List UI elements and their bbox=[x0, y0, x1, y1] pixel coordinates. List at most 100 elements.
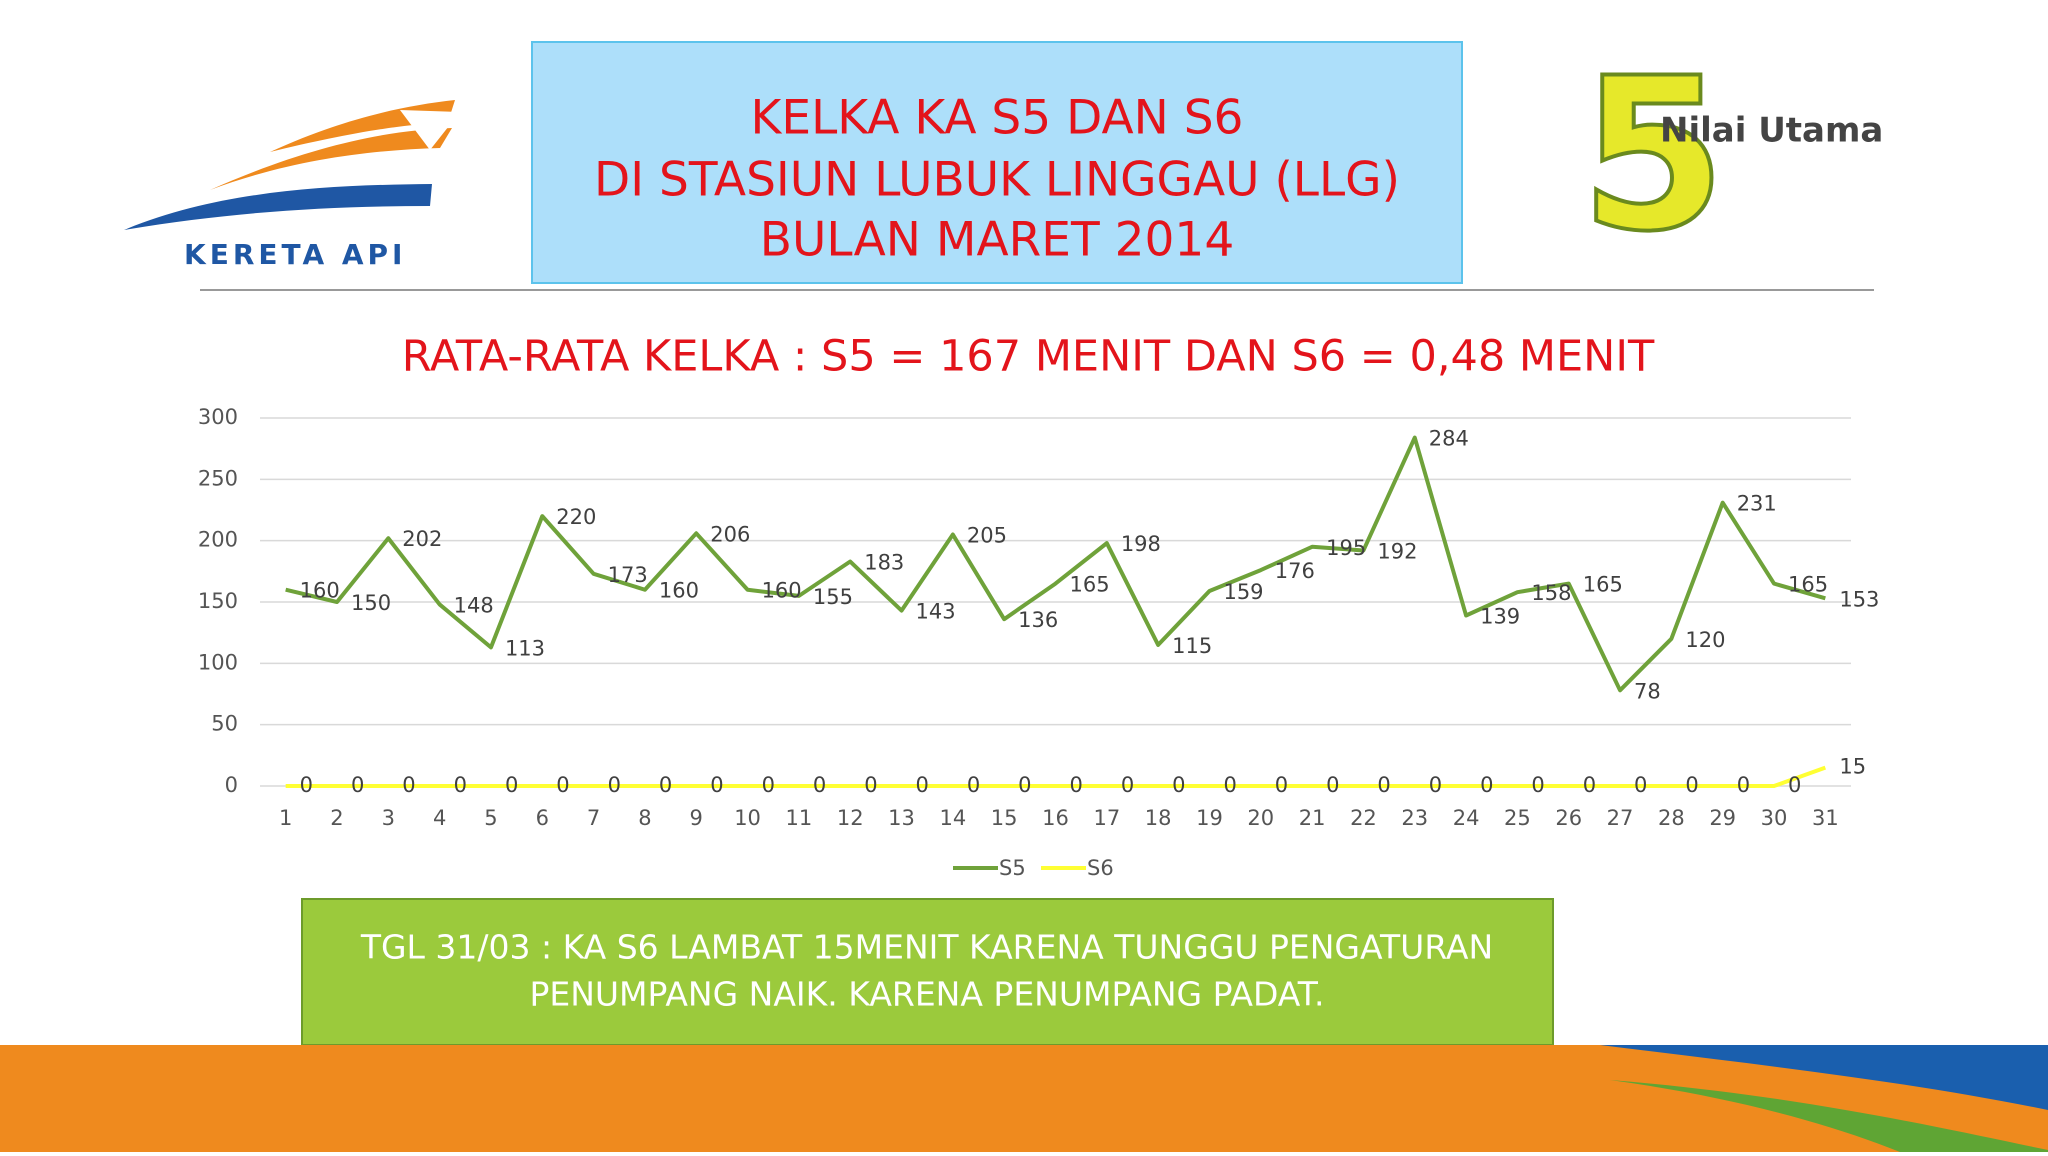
x-tick-label: 13 bbox=[888, 806, 915, 830]
x-tick-label: 20 bbox=[1247, 806, 1274, 830]
data-label: 0 bbox=[710, 773, 723, 797]
y-tick-label: 50 bbox=[211, 712, 238, 736]
title-box bbox=[531, 41, 1463, 284]
data-label: 0 bbox=[351, 773, 364, 797]
x-tick-label: 29 bbox=[1709, 806, 1736, 830]
kereta-logo: KERETA API bbox=[124, 100, 460, 271]
x-tick-label: 27 bbox=[1607, 806, 1634, 830]
x-tick-label: 14 bbox=[939, 806, 966, 830]
x-tick-label: 26 bbox=[1555, 806, 1582, 830]
x-tick-label: 7 bbox=[587, 806, 600, 830]
data-label: 113 bbox=[505, 636, 545, 660]
data-label: 0 bbox=[1223, 773, 1236, 797]
data-label: 0 bbox=[1429, 773, 1442, 797]
data-label: 284 bbox=[1429, 427, 1469, 451]
data-label: 160 bbox=[300, 579, 340, 603]
y-tick-label: 150 bbox=[198, 589, 238, 613]
data-label: 120 bbox=[1685, 628, 1725, 652]
data-label: 0 bbox=[454, 773, 467, 797]
data-label: 165 bbox=[1070, 573, 1110, 597]
badge: 5 Nilai Utama bbox=[1578, 31, 1883, 280]
data-label: 165 bbox=[1583, 573, 1623, 597]
data-label: 0 bbox=[864, 773, 877, 797]
series-line bbox=[285, 765, 1827, 788]
data-label: 160 bbox=[659, 579, 699, 603]
badge-number: 5 bbox=[1580, 33, 1726, 278]
data-label: 165 bbox=[1788, 573, 1828, 597]
data-label: 173 bbox=[608, 563, 648, 587]
y-tick-label: 250 bbox=[198, 466, 238, 490]
data-label: 150 bbox=[351, 591, 391, 615]
x-tick-label: 12 bbox=[837, 806, 864, 830]
x-tick-label: 19 bbox=[1196, 806, 1223, 830]
x-tick-label: 25 bbox=[1504, 806, 1531, 830]
data-label: 136 bbox=[1018, 608, 1058, 632]
data-label: 0 bbox=[1018, 773, 1031, 797]
data-label: 0 bbox=[1531, 773, 1544, 797]
data-label: 143 bbox=[916, 600, 956, 624]
legend-label: S5 bbox=[999, 856, 1026, 880]
data-label: 0 bbox=[402, 773, 415, 797]
note-line: TGL 31/03 : KA S6 LAMBAT 15MENIT KARENA … bbox=[360, 928, 1493, 967]
data-label: 0 bbox=[1070, 773, 1083, 797]
data-label: 159 bbox=[1223, 580, 1263, 604]
data-label: 0 bbox=[916, 773, 929, 797]
x-tick-label: 17 bbox=[1093, 806, 1120, 830]
data-label: 0 bbox=[1326, 773, 1339, 797]
x-tick-label: 8 bbox=[638, 806, 651, 830]
title-line: BULAN MARET 2014 bbox=[760, 213, 1234, 268]
x-tick-label: 21 bbox=[1299, 806, 1326, 830]
data-label: 115 bbox=[1172, 634, 1212, 658]
data-label: 0 bbox=[300, 773, 313, 797]
data-label: 206 bbox=[710, 522, 750, 546]
x-tick-label: 15 bbox=[991, 806, 1018, 830]
data-label: 0 bbox=[1685, 773, 1698, 797]
y-tick-label: 100 bbox=[198, 650, 238, 674]
data-label: 0 bbox=[1121, 773, 1134, 797]
data-label: 155 bbox=[813, 585, 853, 609]
data-label: 0 bbox=[659, 773, 672, 797]
logo-text: KERETA API bbox=[184, 238, 406, 271]
data-label: 183 bbox=[864, 551, 904, 575]
data-label: 0 bbox=[813, 773, 826, 797]
y-tick-label: 0 bbox=[225, 773, 238, 797]
data-label: 0 bbox=[608, 773, 621, 797]
x-tick-label: 6 bbox=[536, 806, 549, 830]
x-tick-label: 10 bbox=[734, 806, 761, 830]
x-tick-label: 4 bbox=[433, 806, 446, 830]
data-label: 0 bbox=[505, 773, 518, 797]
data-label: 0 bbox=[967, 773, 980, 797]
data-label: 231 bbox=[1737, 492, 1777, 516]
data-label: 0 bbox=[1377, 773, 1390, 797]
x-tick-label: 31 bbox=[1812, 806, 1839, 830]
data-label: 176 bbox=[1275, 559, 1315, 583]
data-label: 78 bbox=[1634, 679, 1661, 703]
chart-title: RATA-RATA KELKA : S5 = 167 MENIT DAN S6 … bbox=[402, 332, 1655, 382]
data-label: 160 bbox=[762, 579, 802, 603]
data-label: 0 bbox=[1634, 773, 1647, 797]
data-label: 0 bbox=[1788, 773, 1801, 797]
data-label: 205 bbox=[967, 524, 1007, 548]
data-label: 0 bbox=[1737, 773, 1750, 797]
x-tick-label: 23 bbox=[1401, 806, 1428, 830]
data-label: 0 bbox=[1172, 773, 1185, 797]
data-label: 148 bbox=[454, 593, 494, 617]
data-label: 0 bbox=[556, 773, 569, 797]
data-label: 0 bbox=[1583, 773, 1596, 797]
data-label: 195 bbox=[1326, 536, 1366, 560]
x-tick-label: 18 bbox=[1145, 806, 1172, 830]
data-label: 198 bbox=[1121, 532, 1161, 556]
y-tick-label: 300 bbox=[198, 405, 238, 429]
x-tick-label: 3 bbox=[382, 806, 395, 830]
legend-label: S6 bbox=[1087, 856, 1114, 880]
x-tick-label: 16 bbox=[1042, 806, 1069, 830]
y-tick-label: 200 bbox=[198, 528, 238, 552]
data-label: 0 bbox=[1480, 773, 1493, 797]
data-label: 158 bbox=[1531, 581, 1571, 605]
data-label: 15 bbox=[1839, 755, 1866, 779]
x-tick-label: 22 bbox=[1350, 806, 1377, 830]
x-tick-label: 30 bbox=[1761, 806, 1788, 830]
x-tick-label: 9 bbox=[690, 806, 703, 830]
